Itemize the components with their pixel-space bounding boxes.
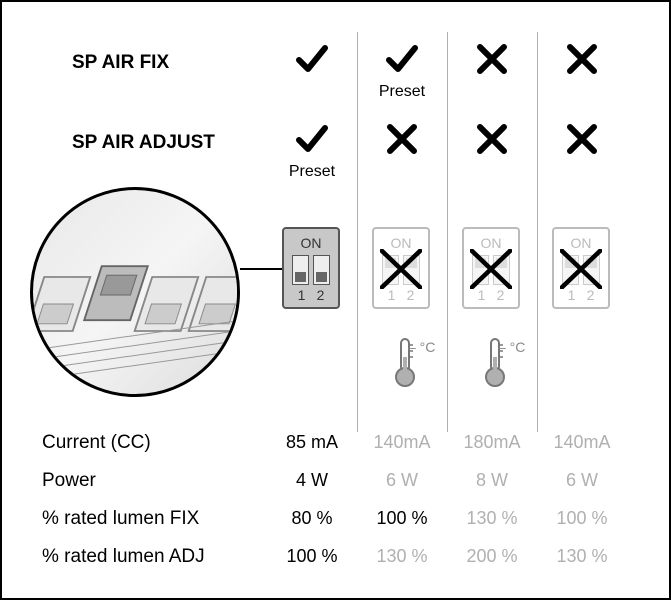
preset-label-adj: Preset	[287, 163, 337, 181]
val-power-col4: 6 W	[542, 470, 622, 491]
row-label-power: Power	[42, 470, 96, 492]
spec-table-frame: { "header": { "row1_label": "SP AIR FIX"…	[0, 0, 671, 600]
val-current-col4: 140mA	[542, 432, 622, 453]
val-lumenadj-col1: 100 %	[272, 546, 352, 567]
val-lumenadj-col2: 130 %	[362, 546, 442, 567]
col-divider-3	[537, 32, 538, 432]
leader-line	[240, 268, 282, 270]
val-power-col1: 4 W	[272, 470, 352, 491]
mark-adj-col2	[377, 122, 427, 161]
val-power-col3: 8 W	[452, 470, 532, 491]
val-lumenfix-col2: 100 %	[362, 508, 442, 529]
row-label-current: Current (CC)	[42, 432, 151, 454]
val-current-col3: 180mA	[452, 432, 532, 453]
val-lumenadj-col3: 200 %	[452, 546, 532, 567]
thermo-degree-label: – °C	[408, 339, 435, 355]
col-divider-2	[447, 32, 448, 432]
dip-on-label: ON	[284, 235, 338, 251]
mark-fix-col3	[467, 42, 517, 81]
header-adjust-label: SP AIR ADJUST	[72, 132, 282, 154]
row-label-lumen-fix: % rated lumen FIX	[42, 508, 199, 530]
thermo-degree-label: – °C	[498, 339, 525, 355]
thermometer-icon-col3: – °C	[470, 337, 520, 394]
mark-fix-col2: Preset	[377, 42, 427, 101]
dip-on-label: ON	[464, 235, 518, 251]
thermometer-icon-col2: – °C	[380, 337, 430, 394]
val-lumenfix-col4: 100 %	[542, 508, 622, 529]
row-label-lumen-adj: % rated lumen ADJ	[42, 546, 205, 568]
val-power-col2: 6 W	[362, 470, 442, 491]
col-divider-1	[357, 32, 358, 432]
val-current-col1: 85 mA	[272, 432, 352, 453]
mark-adj-col4	[557, 122, 607, 161]
mark-adj-col1: Preset	[287, 122, 337, 181]
mark-fix-col1	[287, 42, 337, 81]
val-lumenadj-col4: 130 %	[542, 546, 622, 567]
dip-switch-col2: ON 12	[372, 227, 430, 309]
dip-on-label: ON	[374, 235, 428, 251]
dip-switch-col1: ON 12	[282, 227, 340, 309]
val-current-col2: 140mA	[362, 432, 442, 453]
product-photo-circle	[30, 187, 240, 397]
mark-adj-col3	[467, 122, 517, 161]
header-fix-label: SP AIR FIX	[72, 52, 282, 74]
dip-switch-col4: ON 12	[552, 227, 610, 309]
val-lumenfix-col3: 130 %	[452, 508, 532, 529]
dip-on-label: ON	[554, 235, 608, 251]
dip-switch-col3: ON 12	[462, 227, 520, 309]
preset-label-fix: Preset	[377, 83, 427, 101]
mark-fix-col4	[557, 42, 607, 81]
val-lumenfix-col1: 80 %	[272, 508, 352, 529]
